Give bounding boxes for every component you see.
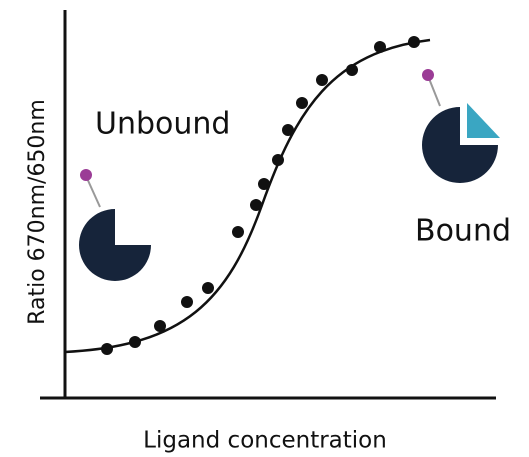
point (129, 336, 141, 348)
linker (85, 175, 101, 208)
point (272, 154, 284, 166)
point (316, 74, 328, 86)
point (232, 226, 244, 238)
unbound-label: Unbound (95, 107, 230, 142)
bound-protein (422, 107, 498, 183)
point (181, 296, 193, 308)
y-axis-label: Ratio 670nm/650nm (25, 99, 50, 325)
dye (422, 69, 434, 81)
linker (427, 75, 441, 107)
point (408, 36, 420, 48)
point (282, 124, 294, 136)
point (154, 320, 166, 332)
point (250, 199, 262, 211)
point (202, 282, 214, 294)
bound-label: Bound (415, 214, 511, 249)
point (374, 41, 386, 53)
data-points (101, 36, 420, 355)
curve (64, 38, 431, 354)
point (101, 343, 113, 355)
ligand (467, 103, 500, 138)
point (296, 97, 308, 109)
x-axis-label: Ligand concentration (143, 428, 387, 454)
unbound-protein (79, 209, 151, 281)
dye (80, 169, 92, 181)
point (258, 178, 270, 190)
point (346, 64, 358, 76)
